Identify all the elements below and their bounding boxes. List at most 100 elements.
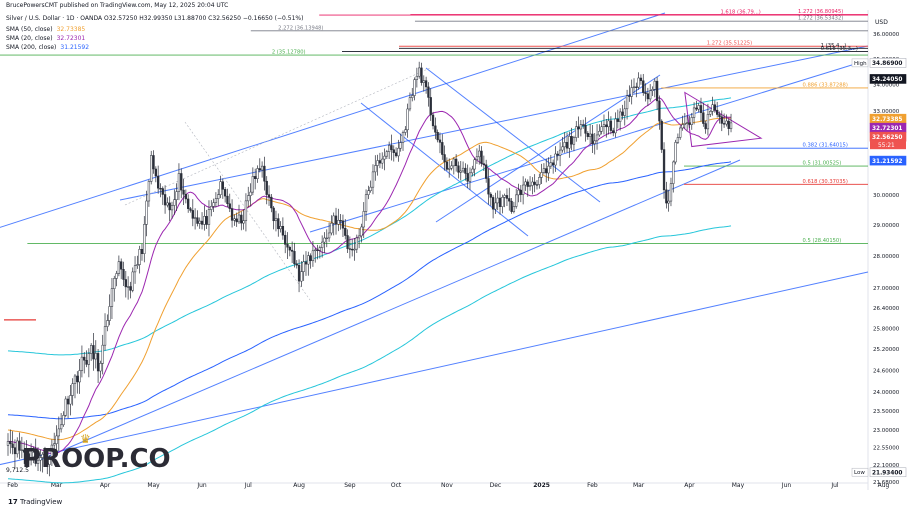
y-tick-label: 23.00000 bbox=[873, 428, 900, 434]
candle-body bbox=[722, 123, 726, 125]
candle-body bbox=[314, 249, 317, 252]
candle-body bbox=[674, 142, 677, 163]
candle-body bbox=[228, 203, 231, 209]
candle-body bbox=[272, 207, 275, 222]
candle-body bbox=[695, 107, 698, 110]
candle-body bbox=[535, 184, 539, 186]
candle-body bbox=[48, 457, 51, 465]
candle-body bbox=[66, 398, 70, 405]
candle-body bbox=[404, 129, 407, 133]
candle-body bbox=[217, 194, 220, 199]
candle-body bbox=[408, 97, 412, 110]
legend-sma20-label: SMA (20, close) bbox=[6, 35, 53, 42]
candle-body bbox=[83, 356, 86, 361]
candle-body bbox=[295, 263, 298, 266]
x-tick-label: Jul bbox=[830, 482, 839, 489]
candle-body bbox=[321, 241, 324, 248]
x-tick-label: May bbox=[147, 482, 160, 489]
candle-body bbox=[480, 150, 483, 164]
tradingview-mark: 17 TradingView bbox=[8, 498, 62, 506]
candle-body bbox=[496, 197, 499, 204]
x-tick-label: Nov bbox=[441, 482, 453, 489]
candle-body bbox=[242, 220, 245, 224]
candle-body bbox=[547, 165, 550, 174]
candle-body bbox=[94, 353, 97, 360]
candle-body bbox=[709, 111, 712, 115]
candle-body bbox=[602, 124, 606, 127]
candle-body bbox=[339, 220, 342, 222]
price-tag bbox=[869, 155, 907, 166]
y-tick-label: 25.80000 bbox=[873, 326, 900, 332]
candle-body bbox=[475, 156, 479, 161]
candle-body bbox=[605, 124, 608, 128]
candle-body bbox=[9, 441, 12, 445]
candle-body bbox=[311, 250, 315, 262]
candle-body bbox=[494, 202, 497, 210]
countdown-label: 55:21 bbox=[878, 143, 895, 149]
candle-body bbox=[699, 105, 703, 113]
countdown-tag bbox=[870, 141, 906, 150]
y-tick-label: 33.00000 bbox=[873, 109, 900, 115]
x-tick-label: Dec bbox=[490, 482, 502, 489]
candle-body bbox=[55, 435, 58, 444]
candle-body bbox=[658, 100, 661, 122]
candle-body bbox=[196, 217, 199, 224]
candle-body bbox=[579, 124, 583, 130]
candle-body bbox=[369, 186, 372, 191]
candle-body bbox=[542, 168, 546, 173]
y-tick-label: 22.10000 bbox=[873, 463, 900, 469]
candle-body bbox=[614, 118, 617, 134]
x-tick-label: Aug bbox=[878, 482, 890, 489]
candle-body bbox=[80, 356, 84, 371]
candle-body bbox=[376, 160, 379, 166]
candle-body bbox=[286, 244, 289, 248]
candle-body bbox=[304, 261, 308, 265]
candle-body bbox=[653, 80, 656, 90]
candle-body bbox=[297, 264, 301, 282]
legend-sma20-value: 32.72301 bbox=[56, 35, 86, 42]
candle-body bbox=[630, 87, 633, 97]
candle-body bbox=[226, 195, 229, 204]
crown-icon: ♛ bbox=[80, 432, 91, 446]
candle-body bbox=[692, 107, 696, 118]
candle-body bbox=[702, 112, 705, 124]
candle-body bbox=[642, 80, 645, 93]
candle-body bbox=[20, 449, 24, 451]
candle-body bbox=[422, 80, 425, 83]
candle-body bbox=[267, 194, 271, 198]
candle-body bbox=[454, 158, 458, 167]
candle-body bbox=[110, 288, 114, 307]
candle-body bbox=[233, 218, 236, 221]
candle-body bbox=[607, 120, 610, 128]
legend-sma50: SMA (50, close) 32.73385 bbox=[6, 25, 85, 34]
candle-body bbox=[390, 145, 393, 150]
candle-body bbox=[549, 162, 553, 167]
candle-body bbox=[528, 185, 532, 187]
candle-body bbox=[293, 251, 296, 265]
candle-body bbox=[23, 449, 26, 453]
publisher-line: BrucePowersCMT published on TradingView.… bbox=[6, 2, 229, 9]
candle-body bbox=[207, 209, 211, 225]
candle-body bbox=[704, 123, 707, 130]
candle-body bbox=[374, 165, 377, 173]
candle-body bbox=[729, 122, 733, 129]
candle-body bbox=[57, 428, 60, 437]
candle-body bbox=[32, 452, 35, 461]
candle-body bbox=[515, 194, 518, 207]
candle-body bbox=[325, 237, 328, 240]
candle-body bbox=[316, 249, 319, 251]
candle-body bbox=[353, 248, 356, 251]
candle-body bbox=[485, 164, 488, 179]
candle-body bbox=[161, 188, 164, 195]
candle-body bbox=[41, 454, 44, 458]
candle-body bbox=[307, 255, 310, 265]
y-tick-label: 22.55000 bbox=[873, 445, 900, 451]
candle-body bbox=[332, 215, 335, 224]
candle-body bbox=[526, 181, 529, 187]
upper-band-line bbox=[7, 97, 732, 356]
candle-body bbox=[348, 248, 352, 250]
candle-body bbox=[482, 163, 486, 166]
candle-body bbox=[505, 195, 509, 199]
candle-body bbox=[406, 108, 409, 131]
